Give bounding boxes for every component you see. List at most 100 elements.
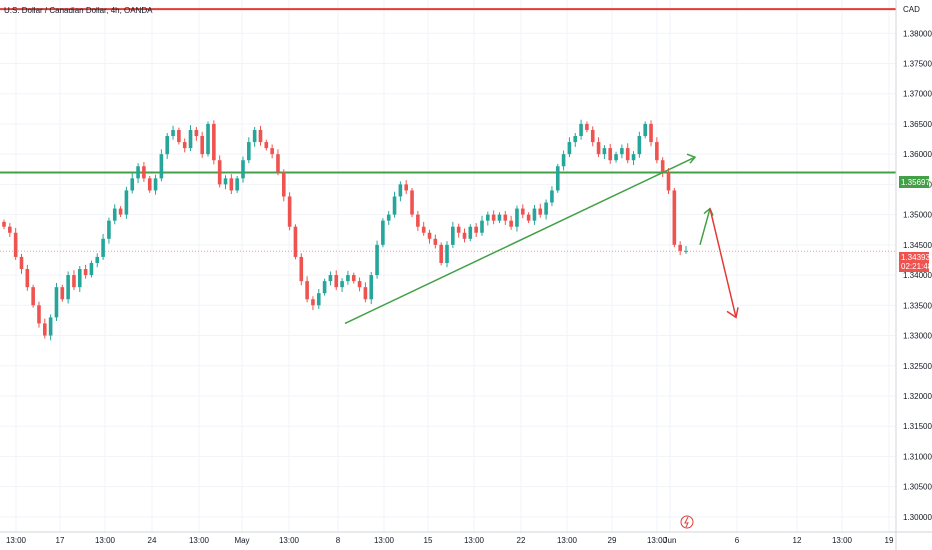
candle [555,163,560,193]
candle [684,246,688,254]
time-axis[interactable]: 13:00 17 13:00 24 13:00 May 13:00 8 13:00 15 13:00… [0,531,932,545]
candle-body [608,148,613,161]
candle [602,145,607,159]
candle-body [550,190,554,203]
lightning-icon[interactable] [680,515,694,529]
candle-body [252,129,257,143]
candle-body [637,136,642,155]
candle [550,186,554,207]
candle [590,126,595,147]
projection-arrow-up[interactable] [699,208,711,246]
candle [375,240,379,279]
candle [416,210,420,231]
candle [287,192,292,231]
candle [311,296,315,311]
candle-body [375,244,379,276]
candle-body [136,166,140,179]
candle [497,212,502,224]
candle-body [631,154,636,161]
candle [42,318,47,339]
candle [107,217,111,244]
candle [66,271,70,304]
candle-body [538,208,543,215]
projection-arrow-down[interactable] [709,208,737,318]
candle-body [590,129,595,143]
x-tick-label: 13:00 [374,536,395,545]
candle-body [293,226,298,257]
candle [660,157,665,178]
candle [299,253,304,286]
projection-arrowhead-down [726,307,739,319]
x-tick-label: 13:00 [557,536,578,545]
candle [346,270,350,285]
candle-body [532,208,537,221]
candle-body [544,202,548,215]
candle-body [276,154,280,173]
candle-body [217,160,222,185]
candle-body [369,275,374,300]
candle [369,272,374,305]
candle-body [322,281,327,294]
candle-body [363,287,368,300]
candle-body [497,214,502,221]
candle-body [328,275,333,282]
candle [614,151,618,163]
candle-body [13,232,18,257]
candle [392,191,397,218]
candle-body [107,220,111,239]
candle [649,120,653,147]
candle [142,162,146,182]
last-price-tag-bg [899,252,929,272]
candle [451,221,455,248]
candle [351,272,356,284]
y-tick-label: 1.34500 [903,241,932,250]
y-tick-label: 1.30000 [903,513,932,522]
candle-body [206,123,210,155]
candle-body [585,123,589,130]
candle [655,137,659,164]
candle-body [392,196,397,215]
trend-line[interactable] [344,156,696,325]
candle [538,203,543,218]
candle-body [660,160,665,173]
candle-body [462,232,467,239]
candle-body [305,281,309,300]
candle [666,168,671,195]
candle [124,186,129,219]
candle [445,241,449,268]
y-tick-label: 1.32000 [903,392,932,401]
candle [270,144,274,159]
y-tick-label: 1.37000 [903,90,932,99]
candle [89,260,94,278]
y-tick-label: 1.37500 [903,59,932,68]
y-tick-label: 1.38000 [903,29,932,38]
candle [340,278,344,292]
price-axis[interactable]: 1.380001.375001.370001.365001.360001.355… [895,0,932,550]
candle-body [194,129,199,137]
candle-body [404,184,409,191]
candle [153,174,158,195]
x-tick-label: 13:00 [95,536,116,545]
candle [334,270,339,291]
candle-body [159,154,164,179]
candle-body [649,123,653,143]
x-tick-label: 15 [424,536,433,545]
candle-body [171,129,175,137]
candle [328,271,333,286]
candle-body [445,244,449,263]
candle [672,188,677,248]
candle-body [573,136,578,143]
candle-body [316,293,321,306]
symbol-title: U.S. Dollar / Canadian Dollar, 4h, OANDA [4,6,153,15]
candle [421,221,426,236]
candle [229,174,234,195]
candle-body [37,305,41,324]
candle [596,137,601,158]
last-price-tag: 1.34393 [901,253,930,262]
x-tick-label: 19 [885,536,894,545]
candle [620,144,624,159]
candle-body [602,148,607,155]
candle [322,278,327,296]
candle-body [509,220,513,227]
